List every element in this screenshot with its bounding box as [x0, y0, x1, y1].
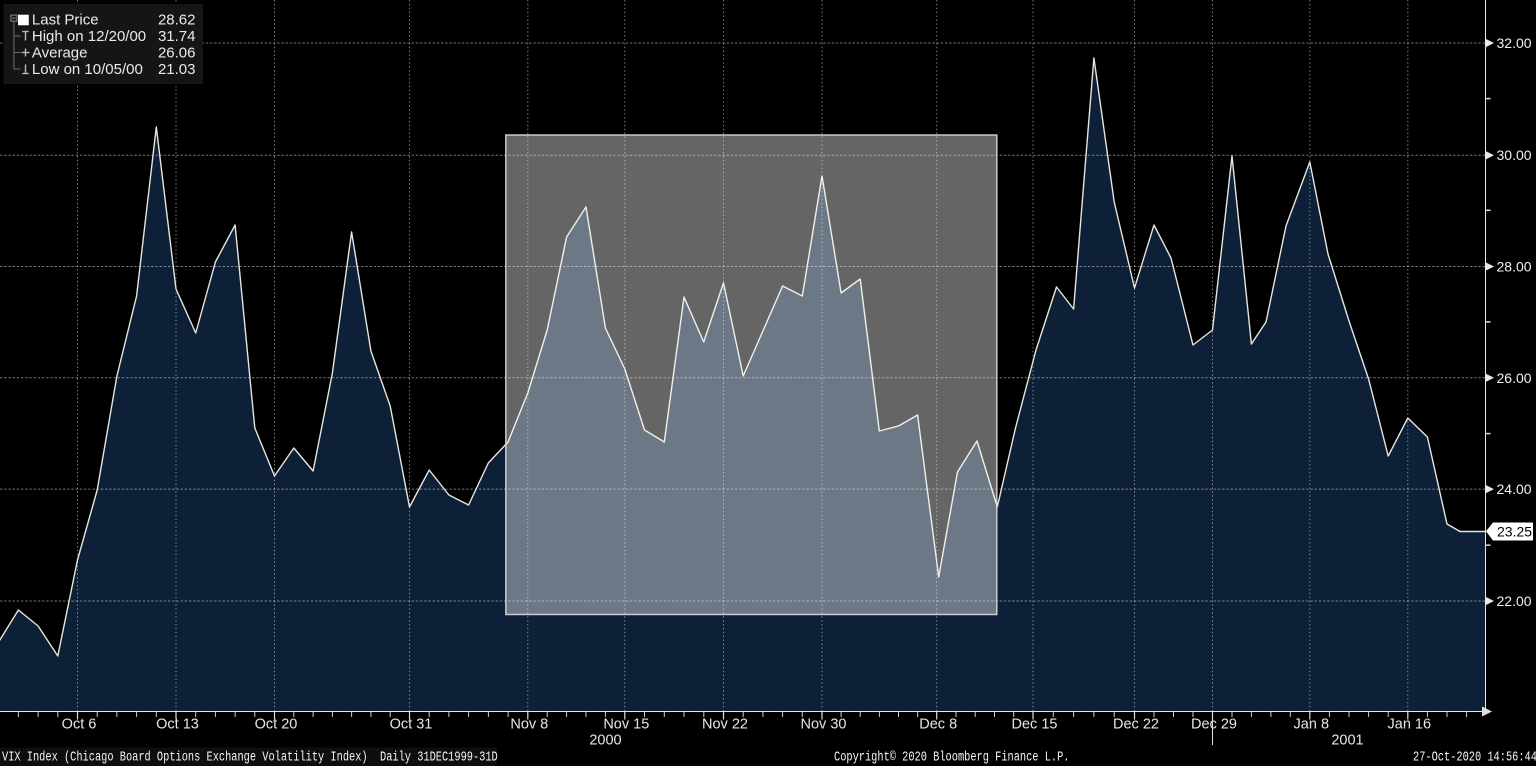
svg-text:Oct 31: Oct 31 [390, 717, 433, 733]
svg-text:21.03: 21.03 [158, 61, 196, 78]
svg-text:Jan 8: Jan 8 [1294, 717, 1329, 733]
svg-text:Dec 29: Dec 29 [1191, 717, 1237, 733]
svg-text:High on 12/20/00: High on 12/20/00 [32, 28, 146, 45]
svg-text:23.25: 23.25 [1497, 523, 1532, 539]
svg-text:Average: Average [32, 45, 88, 62]
svg-text:28.00: 28.00 [1497, 259, 1532, 275]
svg-text:Dec 8: Dec 8 [919, 717, 957, 733]
svg-text:27-Oct-2020 14:56:44: 27-Oct-2020 14:56:44 [1413, 749, 1536, 765]
svg-text:Nov 15: Nov 15 [603, 717, 649, 733]
svg-text:Nov 30: Nov 30 [801, 717, 847, 733]
svg-text:26.00: 26.00 [1497, 370, 1532, 386]
svg-text:Nov 22: Nov 22 [702, 717, 748, 733]
svg-text:30.00: 30.00 [1497, 147, 1532, 163]
svg-text:Jan 16: Jan 16 [1388, 717, 1432, 733]
svg-text:32.00: 32.00 [1497, 35, 1532, 51]
svg-text:24.00: 24.00 [1497, 481, 1532, 497]
svg-text:Nov 8: Nov 8 [510, 717, 548, 733]
svg-text:26.06: 26.06 [158, 45, 196, 62]
svg-text:22.00: 22.00 [1497, 593, 1532, 609]
svg-text:Oct 6: Oct 6 [62, 717, 97, 733]
svg-text:Dec 15: Dec 15 [1012, 717, 1058, 733]
svg-text:31.74: 31.74 [158, 28, 196, 45]
svg-text:28.62: 28.62 [158, 12, 196, 29]
svg-text:VIX Index (Chicago Board Optio: VIX Index (Chicago Board Options Exchang… [2, 749, 498, 765]
svg-text:Copyright© 2020 Bloomberg Fina: Copyright© 2020 Bloomberg Finance L.P. [834, 749, 1069, 765]
svg-text:Oct 13: Oct 13 [156, 717, 199, 733]
svg-text:Low on 10/05/00: Low on 10/05/00 [32, 61, 143, 78]
svg-text:Oct 20: Oct 20 [255, 717, 298, 733]
svg-text:Dec 22: Dec 22 [1113, 717, 1159, 733]
svg-text:2001: 2001 [1331, 733, 1363, 749]
svg-text:Last Price: Last Price [32, 12, 99, 29]
svg-text:2000: 2000 [589, 733, 621, 749]
